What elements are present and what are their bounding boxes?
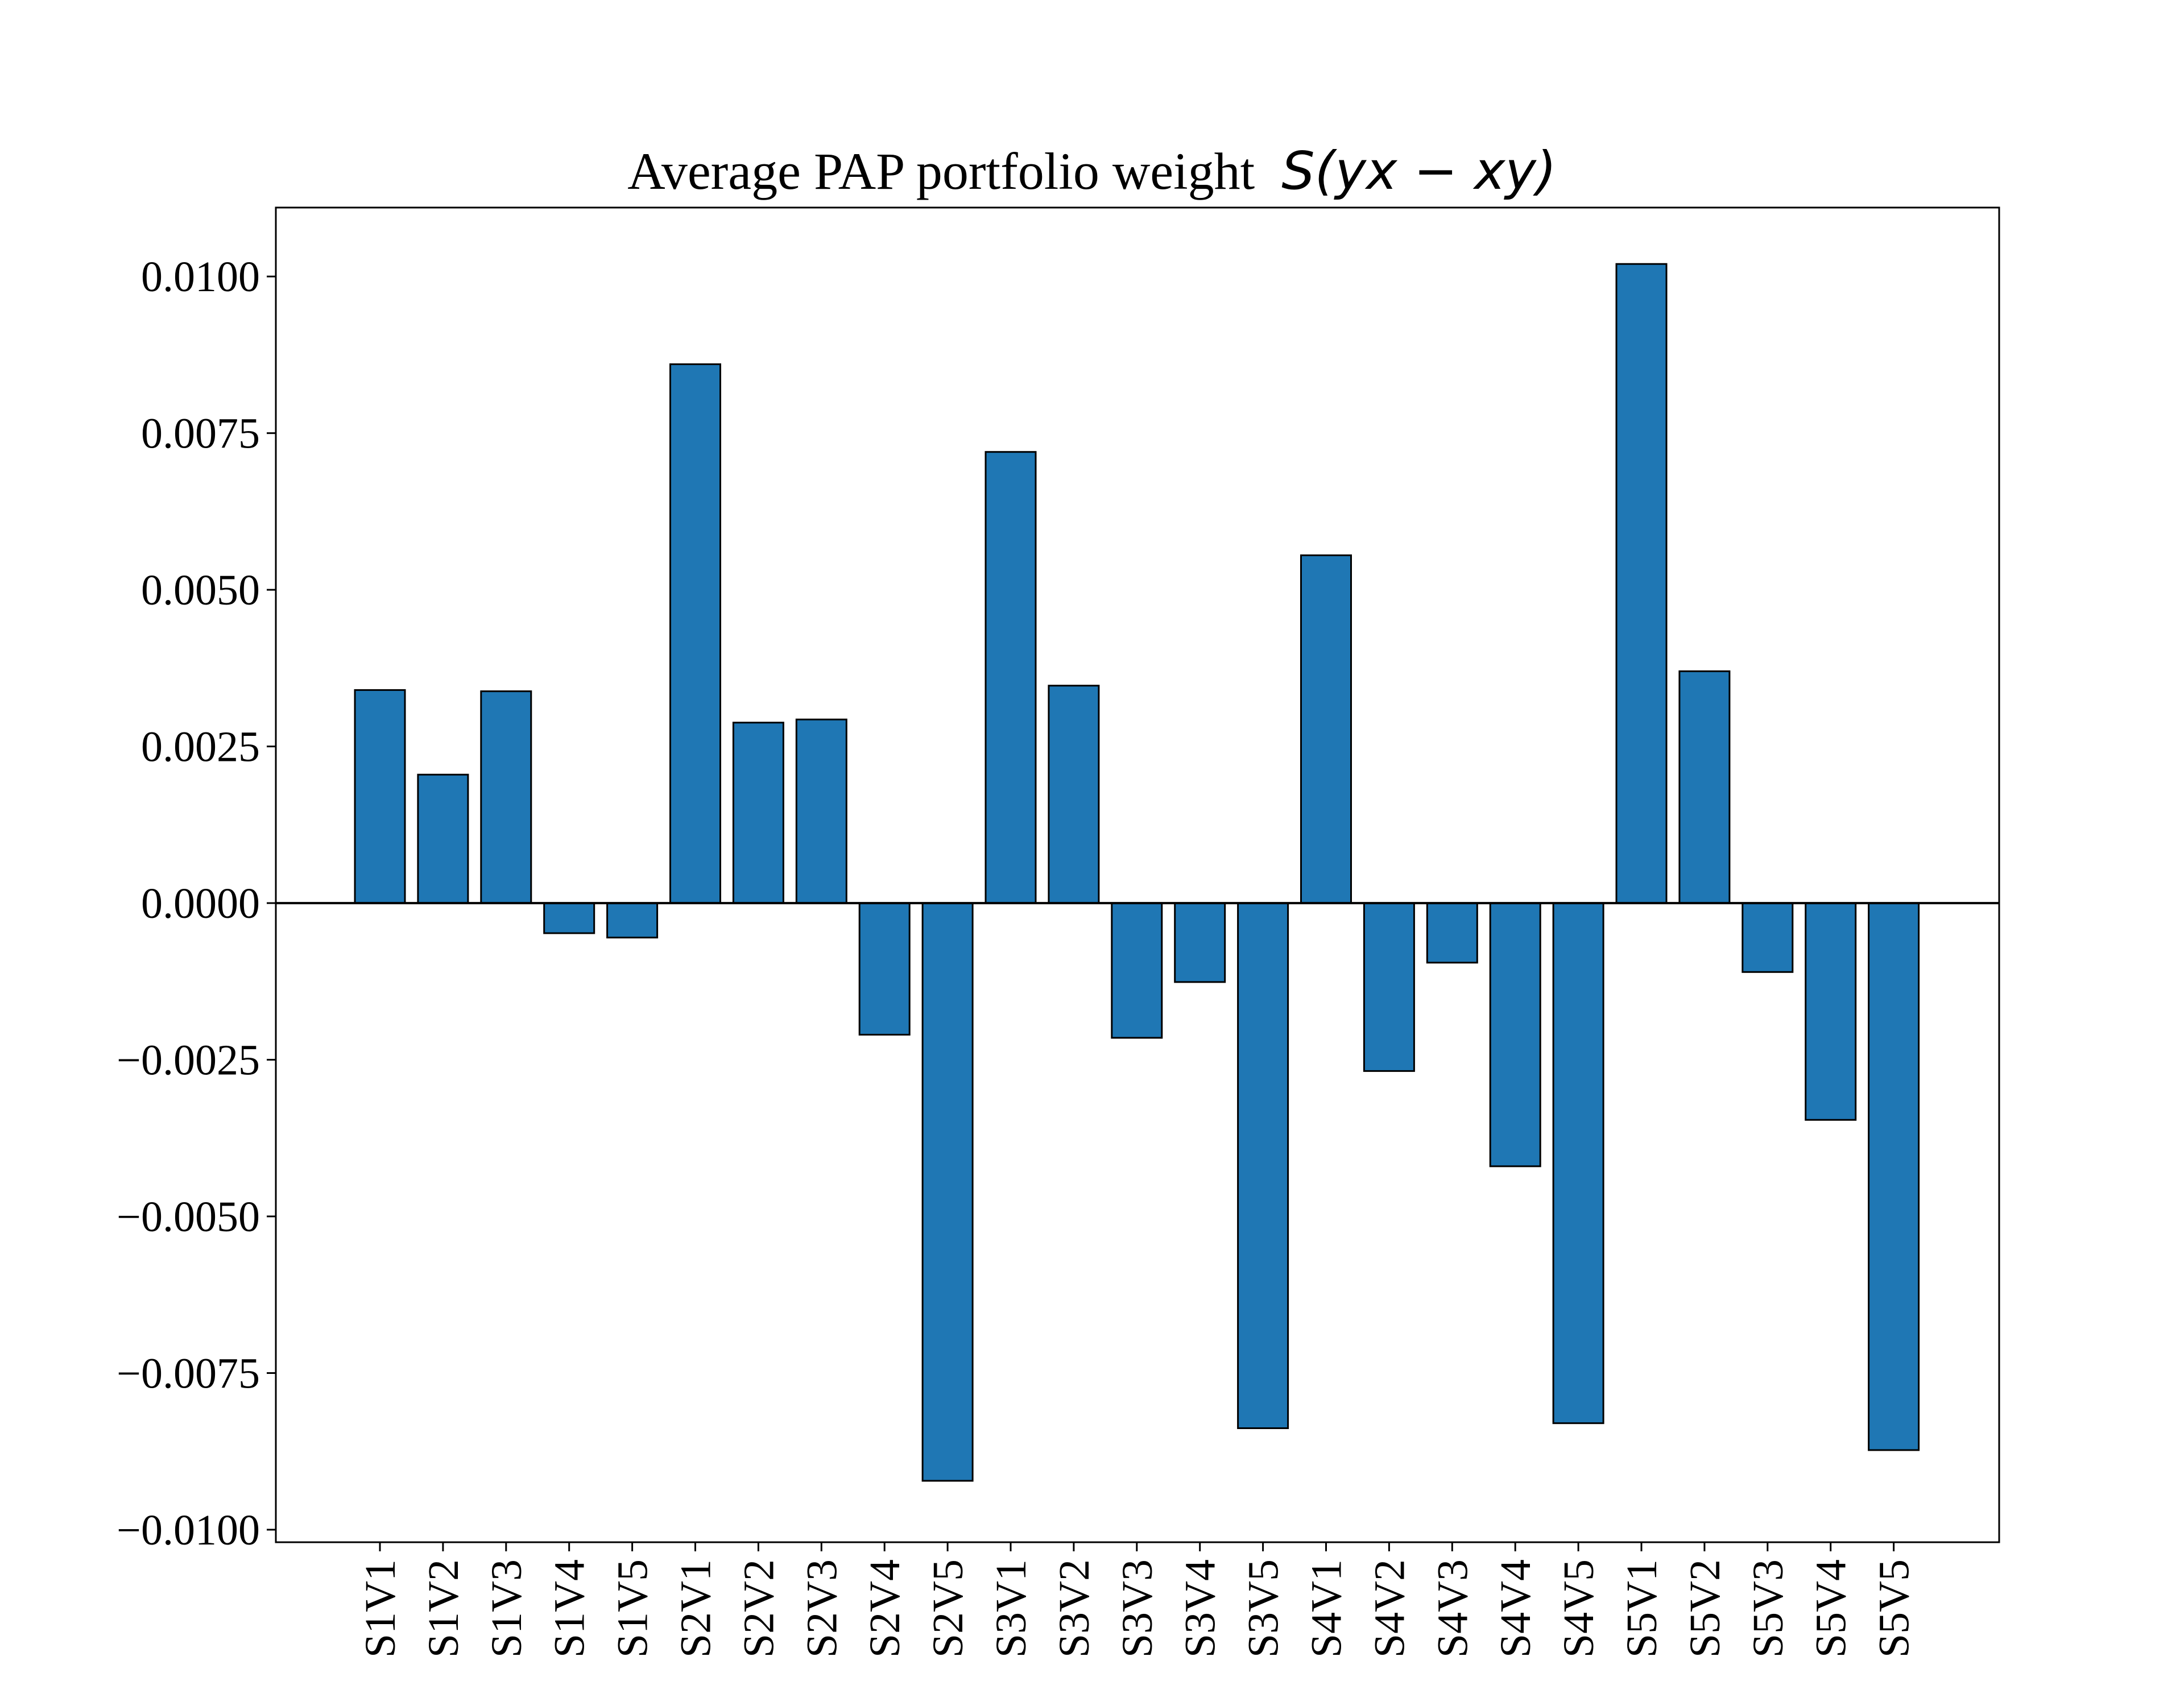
x-tick-label: S2V5 — [924, 1559, 972, 1658]
y-tick-label: 0.0025 — [141, 723, 260, 771]
chart-title-math: S(yx − xy) — [1281, 140, 1557, 201]
x-tick-label: S2V3 — [798, 1559, 846, 1658]
y-tick-label: 0.0075 — [141, 410, 260, 458]
bar-S3V5 — [1237, 902, 1289, 1429]
bar-S2V1 — [669, 363, 721, 904]
x-tick-label: S3V4 — [1177, 1559, 1225, 1658]
y-axis: 0.0100 0.0075 0.0050 0.0025 0.0000 −0.0025 −0.… — [117, 253, 276, 1554]
bar-S2V5 — [921, 902, 974, 1482]
bar-S4V1 — [1300, 554, 1352, 904]
x-tick-label: S2V2 — [735, 1559, 783, 1658]
x-tick-label: S5V4 — [1807, 1559, 1855, 1658]
x-tick-label: S5V1 — [1618, 1559, 1666, 1658]
x-tick-label: S5V5 — [1871, 1559, 1918, 1658]
x-tick-label: S1V2 — [420, 1559, 468, 1658]
x-tick-label: S1V1 — [357, 1559, 404, 1658]
x-tick-label: S4V1 — [1303, 1559, 1351, 1658]
bar-S3V1 — [985, 451, 1037, 904]
x-tick-label: S4V2 — [1366, 1559, 1413, 1658]
x-tick-label: S5V3 — [1744, 1559, 1792, 1658]
plot-area-frame — [275, 206, 2000, 1543]
y-tick-label: 0.0050 — [141, 566, 260, 614]
bar-S3V4 — [1174, 902, 1226, 983]
bar-S5V2 — [1678, 670, 1731, 904]
bar-S4V3 — [1426, 902, 1478, 964]
x-tick-label: S1V3 — [483, 1559, 531, 1658]
bar-S5V1 — [1615, 263, 1668, 904]
bar-S4V2 — [1363, 902, 1415, 1072]
bar-S5V5 — [1868, 902, 1920, 1451]
bar-S5V3 — [1742, 902, 1794, 973]
bar-S1V3 — [480, 690, 532, 904]
x-axis: S1V1 S1V2 S1V3 S1V4 S1V5 S2V1 S2V2 S2V3 S2V4 S2V5… — [357, 1542, 1918, 1658]
bar-S3V2 — [1048, 685, 1100, 904]
x-tick-label: S2V4 — [861, 1559, 909, 1658]
bar-S2V4 — [858, 902, 911, 1036]
bar-S5V4 — [1805, 902, 1857, 1121]
x-tick-label: S1V4 — [546, 1559, 594, 1658]
x-tick-label: S5V2 — [1681, 1559, 1729, 1658]
bar-S3V3 — [1111, 902, 1163, 1039]
bar-S2V2 — [732, 722, 784, 904]
bar-S1V2 — [417, 773, 469, 904]
bar-S4V5 — [1552, 902, 1604, 1425]
x-tick-label: S4V3 — [1429, 1559, 1476, 1658]
bar-S1V1 — [354, 689, 406, 904]
y-tick-label: −0.0075 — [117, 1349, 260, 1397]
chart-title: Average PAP portfolio weight S(yx − xy) — [627, 140, 1557, 201]
x-tick-label: S1V5 — [609, 1559, 657, 1658]
y-tick-label: −0.0050 — [117, 1193, 260, 1241]
bar-S2V3 — [795, 718, 847, 904]
x-tick-label: S2V1 — [672, 1559, 720, 1658]
bars-group — [354, 263, 1920, 1482]
chart-title-text: Average PAP portfolio weight — [627, 142, 1255, 200]
x-tick-label: S4V4 — [1492, 1559, 1540, 1658]
x-tick-label: S4V5 — [1555, 1559, 1603, 1658]
bar-S1V4 — [543, 902, 595, 934]
y-tick-label: 0.0100 — [141, 253, 260, 301]
x-tick-label: S3V5 — [1240, 1559, 1288, 1658]
y-tick-label: −0.0100 — [117, 1506, 260, 1554]
x-tick-label: S3V1 — [987, 1559, 1035, 1658]
bar-S4V4 — [1489, 902, 1541, 1167]
y-tick-label: 0.0000 — [141, 880, 260, 927]
y-tick-label: −0.0025 — [117, 1037, 260, 1084]
x-tick-label: S3V2 — [1050, 1559, 1098, 1658]
bar-S1V5 — [606, 902, 659, 939]
x-tick-label: S3V3 — [1114, 1559, 1161, 1658]
